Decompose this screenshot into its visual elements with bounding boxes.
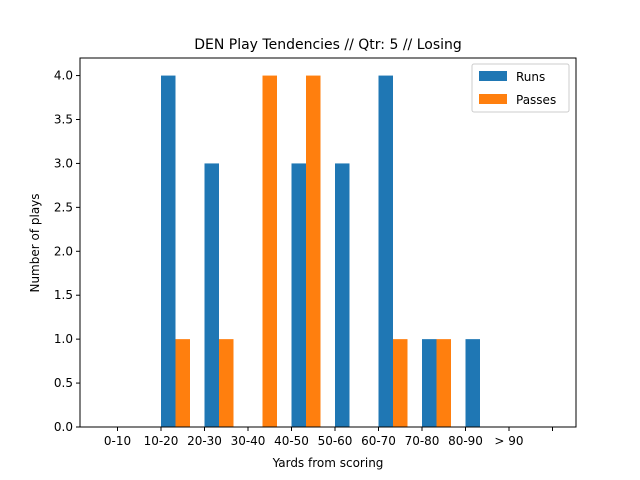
bar-runs-10-20 xyxy=(161,75,176,427)
bar-passes-30-40 xyxy=(262,75,277,427)
x-tick-label: 50-60 xyxy=(318,434,353,448)
bar-runs-60-70 xyxy=(378,75,393,427)
legend-swatch-passes xyxy=(479,94,507,104)
bar-passes-10-20 xyxy=(175,339,190,427)
y-axis-label: Number of plays xyxy=(28,193,42,292)
y-tick-label: 1.5 xyxy=(54,288,73,302)
y-tick-label: 0.0 xyxy=(54,420,73,434)
y-tick-label: 2.5 xyxy=(54,200,73,214)
x-tick-label: 10-20 xyxy=(144,434,179,448)
bar-passes-40-50 xyxy=(306,75,321,427)
bar-passes-20-30 xyxy=(219,339,234,427)
y-tick-label: 1.0 xyxy=(54,332,73,346)
x-tick-label: 60-70 xyxy=(361,434,396,448)
bar-runs-80-90 xyxy=(465,339,480,427)
bar-runs-20-30 xyxy=(204,163,219,427)
x-tick-label: 70-80 xyxy=(405,434,440,448)
bar-runs-40-50 xyxy=(291,163,306,427)
x-tick-label: 30-40 xyxy=(231,434,266,448)
y-tick-label: 3.0 xyxy=(54,156,73,170)
y-tick-label: 0.5 xyxy=(54,376,73,390)
x-axis-label: Yards from scoring xyxy=(272,456,384,470)
x-tick-label: 0-10 xyxy=(104,434,131,448)
bar-runs-50-60 xyxy=(335,163,350,427)
y-tick-label: 3.5 xyxy=(54,113,73,127)
legend-label-runs: Runs xyxy=(516,70,545,84)
x-tick-label: 40-50 xyxy=(274,434,309,448)
chart-title: DEN Play Tendencies // Qtr: 5 // Losing xyxy=(194,37,462,53)
bar-passes-70-80 xyxy=(436,339,451,427)
bar-passes-60-70 xyxy=(393,339,408,427)
bar-runs-70-80 xyxy=(422,339,437,427)
x-tick-label: 80-90 xyxy=(448,434,483,448)
legend-swatch-runs xyxy=(479,71,507,81)
x-tick-label: > 90 xyxy=(494,434,523,448)
legend: Runs Passes xyxy=(471,63,570,113)
x-tick-label: 20-30 xyxy=(187,434,222,448)
axes-frame xyxy=(79,57,577,428)
plot-area: 0-10 10-20 20-30 30-40 40-50 50-60 60-70 70-80 8… xyxy=(54,57,577,448)
y-tick-label: 2.0 xyxy=(54,244,73,258)
legend-label-passes: Passes xyxy=(516,93,556,107)
y-tick-label: 4.0 xyxy=(54,69,73,83)
